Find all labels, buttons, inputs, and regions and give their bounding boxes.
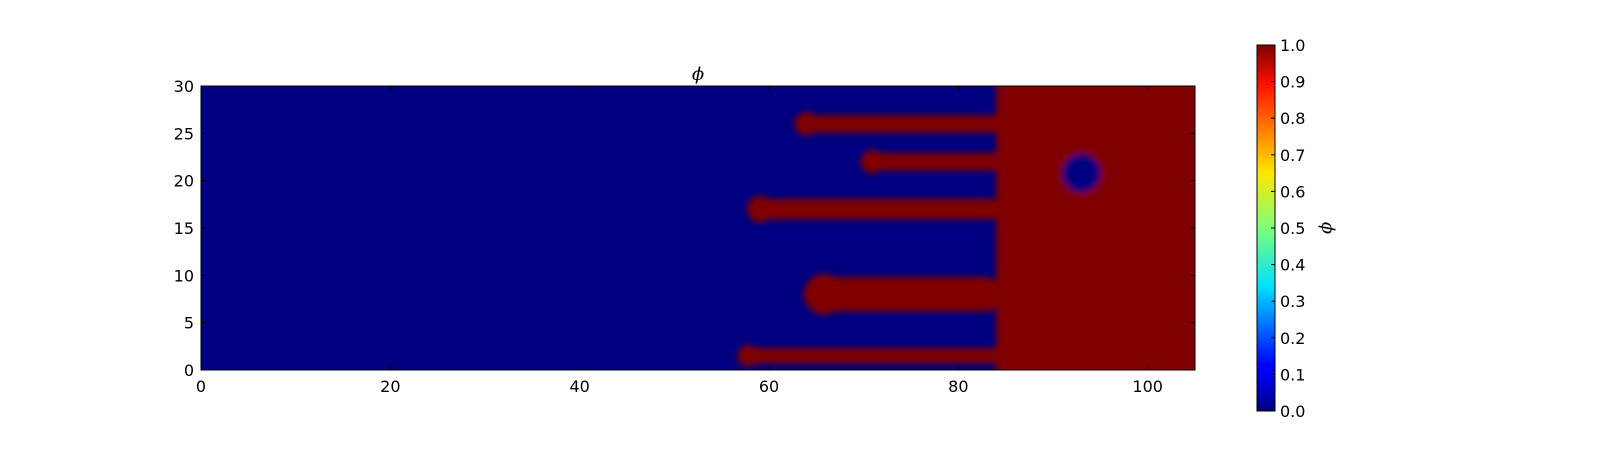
x-tick-label: 80: [948, 377, 968, 396]
colorbar-tick-label: 0.3: [1280, 292, 1305, 311]
colorbar-axis: 0.0 0.1 0.2 0.3 0.4 0.5 0.6 0.7 0.8 0.9 1.0: [1271, 36, 1305, 421]
colorbar-tick-label: 0.5: [1280, 219, 1305, 238]
y-tick-label: 15: [174, 219, 194, 238]
y-tick-label: 30: [174, 77, 194, 96]
x-axis: 0 20 40 60 80 100: [196, 86, 1163, 396]
finger: [740, 348, 1078, 364]
finger-tip: [737, 345, 760, 367]
bulk-region: [996, 86, 1195, 370]
heatmap-high-region: [737, 86, 1195, 370]
colorbar-tick-label: 0.7: [1280, 146, 1305, 165]
x-tick-label: 100: [1132, 377, 1163, 396]
finger: [797, 115, 1003, 133]
colorbar-tick-label: 0.2: [1280, 329, 1305, 348]
x-tick-label: 20: [380, 377, 400, 396]
y-tick-label: 20: [174, 172, 194, 191]
hole: [1062, 154, 1101, 193]
colorbar-tick-label: 0.8: [1280, 109, 1305, 128]
colorbar-tick-label: 0.4: [1280, 256, 1305, 275]
colorbar-tick-label: 0.1: [1280, 365, 1305, 384]
finger-tip: [803, 274, 845, 315]
chart-title: ϕ: [692, 64, 704, 85]
y-tick-label: 25: [174, 124, 194, 143]
finger-tip: [794, 112, 818, 136]
finger-tip: [747, 195, 774, 223]
heatmap-field: [201, 86, 1195, 370]
finger: [750, 198, 1003, 220]
colorbar-tick-label: 0.6: [1280, 182, 1305, 201]
colorbar-tick-label: 0.0: [1280, 402, 1305, 421]
y-axis: 0 5 10 15 20 25 30: [174, 77, 1195, 380]
y-tick-label: 10: [174, 266, 194, 285]
colorbar-tick-label: 1.0: [1280, 36, 1305, 55]
colorbar-tick-label: 0.9: [1280, 73, 1305, 92]
finger-tip: [860, 150, 885, 174]
x-tick-label: 40: [569, 377, 589, 396]
finger: [863, 153, 1003, 171]
y-tick-label: 0: [184, 361, 194, 380]
colorbar-label: ϕ: [1317, 222, 1338, 234]
y-tick-label: 5: [184, 314, 194, 333]
finger: [806, 277, 1003, 312]
x-tick-label: 60: [759, 377, 779, 396]
x-tick-label: 0: [196, 377, 206, 396]
